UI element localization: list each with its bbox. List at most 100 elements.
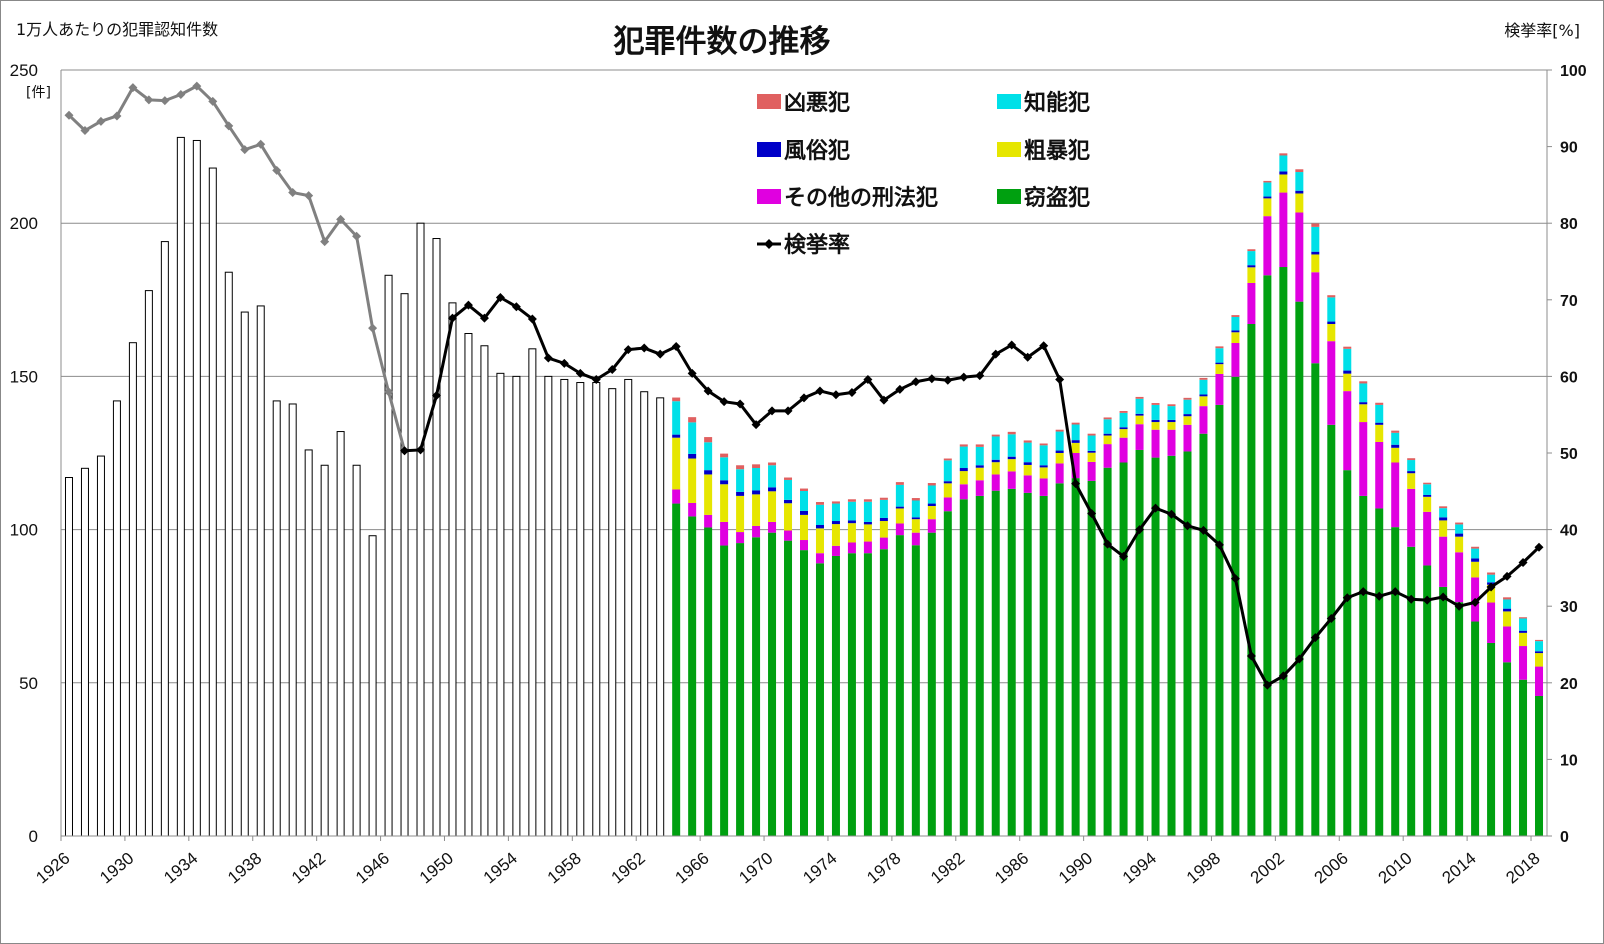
rate-marker [144, 95, 154, 105]
stacked-bar-segment [752, 490, 761, 495]
stacked-bar-segment [815, 563, 824, 836]
stacked-bar-segment [1487, 572, 1496, 575]
stacked-bar-segment [1327, 324, 1336, 342]
stacked-bar-segment [768, 465, 777, 488]
legend-swatch [757, 142, 781, 157]
stacked-bar-segment [1263, 196, 1272, 199]
stacked-bar-segment [911, 498, 920, 501]
y2-tick-label: 60 [1560, 369, 1578, 386]
stacked-bar-segment [1535, 695, 1544, 836]
rate-marker [96, 116, 106, 126]
stacked-bar-segment [1119, 412, 1128, 428]
stacked-bar-segment [1135, 413, 1144, 416]
stacked-bar-segment [1071, 424, 1080, 441]
legend-label: 窃盗犯 [1024, 185, 1090, 211]
stacked-bar-segment [1487, 584, 1496, 603]
stacked-bar-segment [911, 532, 920, 546]
stacked-bar-segment [1359, 495, 1368, 836]
rate-marker [1438, 592, 1448, 602]
total-bar [496, 372, 505, 837]
rate-marker [527, 314, 537, 324]
rate-marker [1246, 651, 1256, 661]
stacked-bar-segment [720, 545, 729, 836]
stacked-bar-segment [1279, 192, 1288, 268]
stacked-bar-segment [784, 499, 793, 504]
stacked-bar-segment [1199, 396, 1208, 407]
stacked-bar-segment [1087, 480, 1096, 836]
stacked-bar-segment [704, 474, 713, 515]
stacked-bar-segment [943, 497, 952, 512]
stacked-bar-segment [991, 490, 1000, 836]
y2-tick-label: 20 [1560, 676, 1578, 693]
stacked-bar-segment [879, 549, 888, 836]
stacked-bar-segment [1343, 391, 1352, 471]
stacked-bar-segment [1439, 517, 1448, 521]
rate-marker [1039, 341, 1049, 351]
rate-marker [1374, 591, 1384, 601]
total-bar [624, 378, 633, 837]
stacked-bar-segment [1471, 558, 1480, 562]
stacked-bar-segment [1119, 429, 1128, 438]
total-bar [288, 403, 297, 837]
stacked-bar-segment [975, 444, 984, 447]
stacked-bar-segment [1295, 190, 1304, 194]
stacked-bar-segment [1215, 348, 1224, 363]
stacked-bar-segment [720, 480, 729, 485]
stacked-bar-segment [1247, 265, 1256, 268]
rate-marker [575, 368, 585, 378]
stacked-bar-segment [688, 422, 697, 454]
stacked-bar-segment [784, 479, 793, 500]
total-bar [112, 400, 121, 837]
stacked-bar-segment [1039, 495, 1048, 836]
stacked-bar-segment [1375, 441, 1384, 509]
stacked-bar-segment [879, 499, 888, 518]
stacked-bar-segment [815, 504, 824, 526]
stacked-bar-segment [704, 442, 713, 471]
stacked-bar-segment [959, 484, 968, 500]
rate-marker [607, 365, 617, 375]
rate-marker [591, 374, 601, 384]
stacked-bar-segment [1167, 429, 1176, 456]
stacked-bar-segment [800, 550, 808, 836]
stacked-bar-segment [895, 484, 904, 507]
rate-marker [80, 126, 90, 136]
stacked-bar-segment [1135, 449, 1144, 836]
rate-marker [831, 390, 841, 400]
bars [64, 136, 1544, 837]
stacked-bar-segment [831, 524, 840, 546]
total-bar [464, 333, 473, 837]
rate-marker [1135, 525, 1145, 535]
stacked-bar-segment [1263, 182, 1272, 197]
rate-marker [368, 323, 378, 333]
stacked-bar-segment [768, 487, 777, 492]
stacked-bar-segment [847, 520, 856, 524]
stacked-bar-segment [1391, 430, 1400, 433]
stacked-bar-segment [768, 462, 777, 466]
rate-marker [256, 139, 266, 149]
y2-axis-title: 検挙率[%] [1504, 21, 1580, 40]
stacked-bar-segment [1007, 459, 1016, 472]
rate-marker [495, 293, 505, 303]
stacked-bar-segment [1455, 536, 1464, 553]
stacked-bar-segment [831, 545, 840, 556]
stacked-bar-segment [911, 519, 920, 533]
stacked-bar-segment [704, 514, 713, 528]
stacked-bar-segment [1167, 422, 1176, 430]
stacked-bar-segment [927, 503, 936, 507]
legend-label: 知能犯 [1024, 90, 1090, 116]
stacked-bar-segment [1359, 381, 1368, 384]
stacked-bar-segment [1375, 402, 1384, 405]
legend-label: 検挙率 [784, 232, 850, 258]
stacked-bar-segment [831, 501, 840, 504]
stacked-bar-segment [1055, 431, 1064, 451]
stacked-bar-segment [1247, 324, 1256, 836]
legend-label: 凶悪犯 [784, 90, 850, 116]
rate-marker [671, 342, 681, 352]
stacked-bar-segment [863, 524, 872, 542]
stacked-bar-segment [1247, 249, 1256, 252]
stacked-bar-segment [784, 530, 793, 541]
stacked-bar-segment [943, 458, 952, 461]
rate-line [67, 84, 406, 452]
stacked-bar-segment [1151, 404, 1160, 420]
